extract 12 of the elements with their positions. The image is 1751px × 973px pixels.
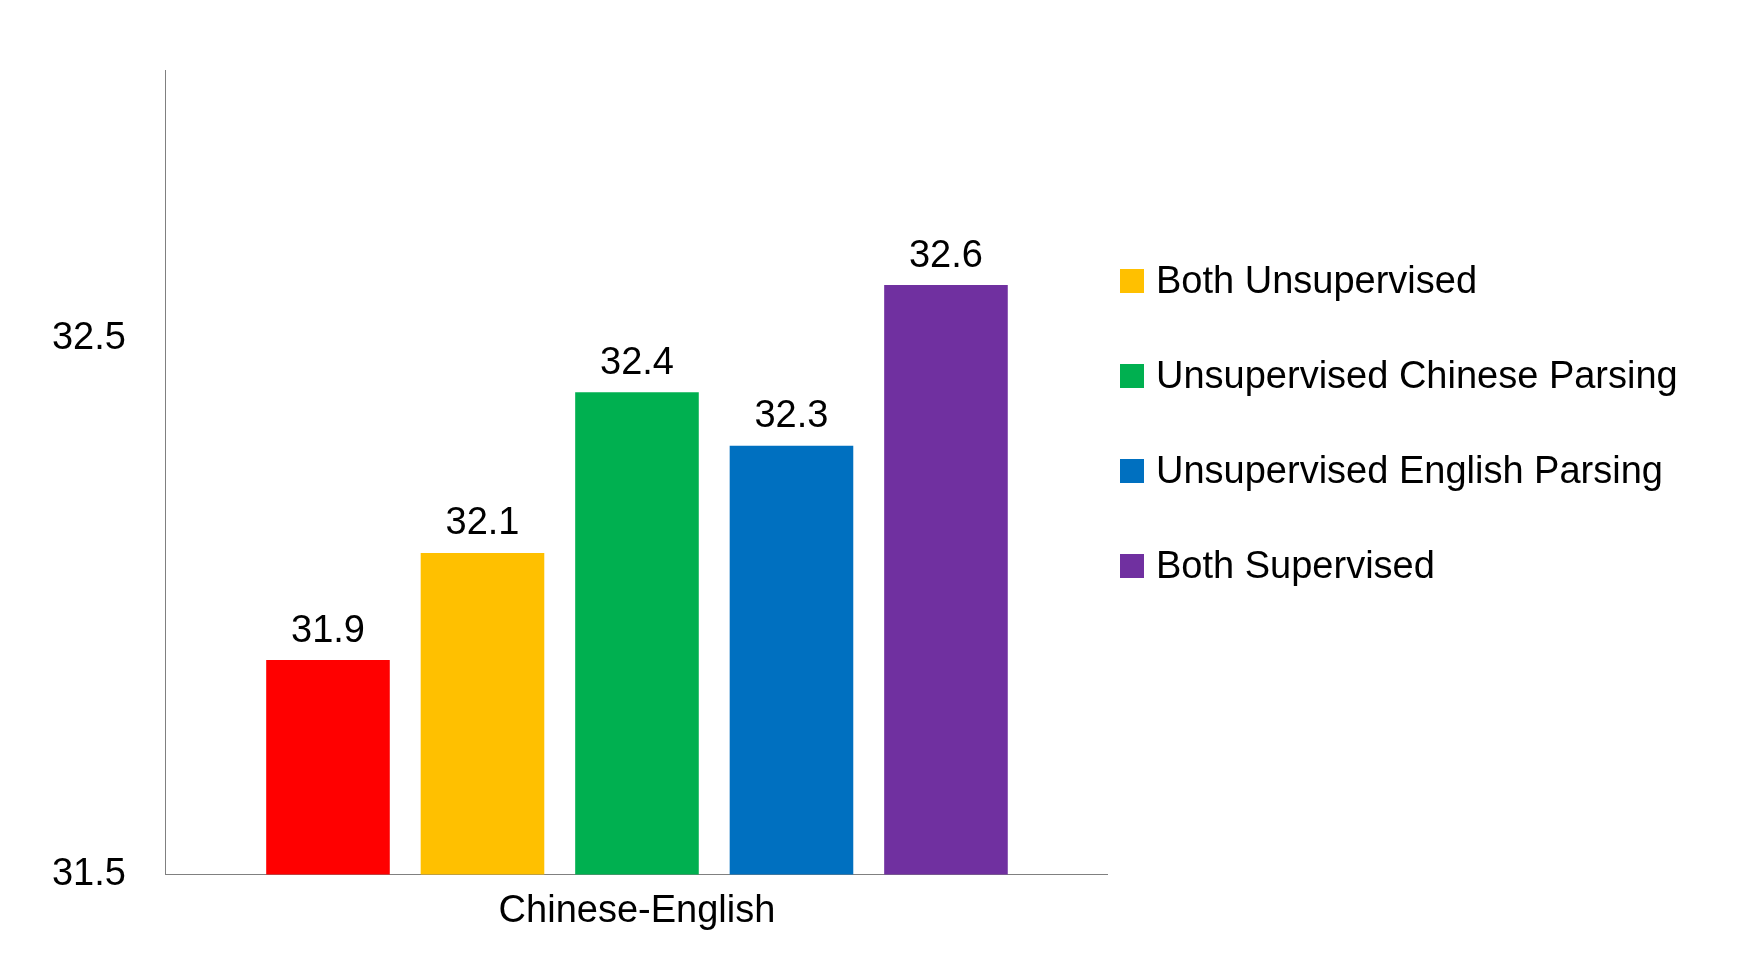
legend-label: Both Unsupervised	[1156, 259, 1478, 302]
data-label: 32.1	[445, 500, 520, 543]
y-tick-label: 31.5	[51, 850, 126, 893]
y-tick-label: 32.5	[51, 315, 126, 358]
data-label: 32.3	[754, 393, 829, 436]
legend-label: Both Supervised	[1156, 544, 1435, 587]
legend-label: Unsupervised English Parsing	[1156, 449, 1663, 492]
data-label: 32.6	[908, 232, 983, 275]
x-tick-label: Chinese-English	[498, 887, 776, 930]
data-label: 32.4	[600, 339, 674, 382]
data-label: 31.9	[291, 607, 365, 650]
legend-label: Unsupervised Chinese Parsing	[1156, 354, 1678, 397]
